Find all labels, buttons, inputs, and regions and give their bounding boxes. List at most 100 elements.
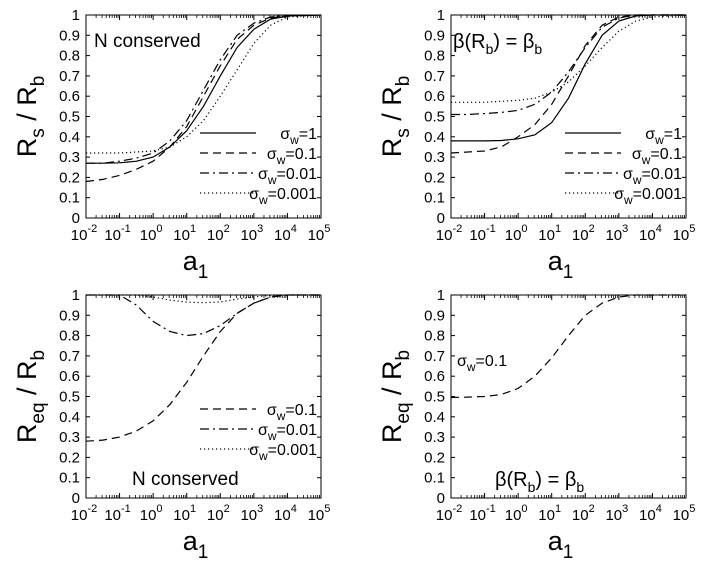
x-tick-exponent: -1: [486, 503, 496, 515]
series-line: [451, 14, 686, 142]
annotation-beta: β(Rb) = βb: [453, 31, 542, 57]
x-tick-base: 10: [436, 507, 453, 524]
y-tick-label: 1: [437, 7, 445, 24]
y-tick-label: 0.6: [424, 88, 445, 105]
x-tick-label: 103: [605, 503, 628, 524]
x-tick-base: 10: [572, 227, 589, 244]
x-tick-base: 10: [274, 507, 291, 524]
x-label-main: a: [183, 526, 199, 556]
y-label-sub: eq: [28, 402, 49, 423]
x-label-sub: 1: [563, 262, 574, 283]
x-tick-base: 10: [469, 227, 486, 244]
x-tick-base: 10: [240, 227, 257, 244]
legend-sym: σ: [457, 353, 467, 370]
legend-sym: σ: [258, 422, 268, 439]
y-label-main: R: [12, 424, 42, 444]
legend-sub: w: [276, 153, 286, 167]
x-tick-exponent: 1: [555, 503, 561, 515]
x-tick-base: 10: [505, 227, 522, 244]
legend-label: σw=0.001: [249, 442, 317, 463]
x-tick-base: 10: [173, 507, 190, 524]
x-label-sub: 1: [198, 262, 209, 283]
legend-label: σw=0.001: [249, 186, 317, 207]
x-tick-label: 104: [274, 223, 297, 244]
x-tick-label: 101: [173, 223, 196, 244]
legend-label: σw=0.1: [457, 353, 507, 374]
legend-val: =0.1: [285, 146, 317, 163]
x-tick-base: 10: [308, 227, 325, 244]
x-tick-base: 10: [605, 507, 622, 524]
series-line: [86, 294, 321, 304]
y-tick-label: 0.5: [59, 389, 80, 406]
x-tick-exponent: 0: [521, 503, 527, 515]
y-tick-label: 0.7: [59, 68, 80, 85]
series-line: [86, 14, 322, 164]
legend-sub: w: [466, 360, 476, 374]
legend-sub: w: [258, 449, 268, 463]
series-line: [86, 14, 322, 164]
x-tick-exponent: -2: [452, 503, 462, 515]
y-tick-label: 0.3: [59, 149, 80, 166]
x-tick-exponent: 2: [224, 223, 230, 235]
series-line: [450, 14, 686, 154]
legend-sub: w: [654, 133, 664, 147]
y-label-rest: / R: [12, 360, 42, 402]
y-tick-label: 0: [437, 210, 445, 227]
y-label-sub: eq: [393, 402, 414, 423]
legend-label: σw=1: [280, 126, 317, 147]
x-tick-exponent: 3: [257, 503, 263, 515]
x-tick-label: 10-2: [436, 503, 462, 524]
x-tick-base: 10: [538, 507, 555, 524]
x-tick-label: 101: [538, 223, 561, 244]
series-line: [451, 14, 687, 103]
legend-label: σw=0.01: [258, 166, 317, 187]
annotation-text: N conserved: [132, 469, 239, 490]
x-tick-base: 10: [572, 507, 589, 524]
x-tick-label: 10-1: [104, 223, 130, 244]
x-tick-label: 105: [308, 223, 331, 244]
beta-part: β(R: [495, 469, 528, 491]
legend-sub: w: [641, 153, 651, 167]
legend-sym: σ: [267, 146, 277, 163]
legend-sym: σ: [623, 166, 633, 183]
legend-val: =0.01: [277, 166, 318, 183]
y-tick-label: 0.4: [59, 129, 80, 146]
x-tick-exponent: -1: [486, 223, 496, 235]
y-tick-label: 0.9: [59, 307, 80, 324]
y-label-sub2: b: [28, 76, 49, 87]
x-tick-label: 102: [207, 503, 230, 524]
axes-box: [450, 294, 687, 499]
legend-sub: w: [289, 133, 299, 147]
y-tick-label: 0.8: [59, 48, 80, 65]
x-tick-label: 105: [673, 223, 696, 244]
y-tick-label: 0.2: [424, 449, 445, 466]
x-tick-base: 10: [605, 227, 622, 244]
legend-label: σw=0.01: [258, 422, 317, 443]
y-tick-label: 0.7: [424, 68, 445, 85]
y-label-rest: / R: [377, 360, 407, 402]
legend-val: =1: [664, 126, 682, 143]
x-tick-label: 100: [140, 503, 163, 524]
legend-sub: w: [258, 193, 268, 207]
y-tick-label: 0.3: [59, 429, 80, 446]
legend-sym: σ: [632, 146, 642, 163]
x-tick-label: 10-2: [436, 223, 462, 244]
y-tick-label: 0.1: [59, 190, 80, 207]
y-tick-label: 0.2: [424, 169, 445, 186]
x-tick-label: 101: [538, 503, 561, 524]
x-label-main: a: [183, 246, 199, 276]
x-tick-base: 10: [207, 507, 224, 524]
legend-label: σw=0.1: [267, 146, 317, 167]
annotation-text: N conserved: [94, 31, 201, 52]
legend-val: =1: [299, 126, 317, 143]
legend-label: σw=0.1: [632, 146, 682, 167]
y-tick-label: 0.6: [59, 368, 80, 385]
x-tick-base: 10: [207, 227, 224, 244]
axes-box: [85, 294, 322, 499]
y-tick-label: 0.9: [424, 27, 445, 44]
beta-sub: b: [576, 479, 584, 495]
x-tick-label: 104: [274, 503, 297, 524]
y-axis-label: Rs / Rb: [12, 76, 49, 158]
legend-sub: w: [267, 173, 277, 187]
legend-val: =0.001: [268, 186, 317, 203]
